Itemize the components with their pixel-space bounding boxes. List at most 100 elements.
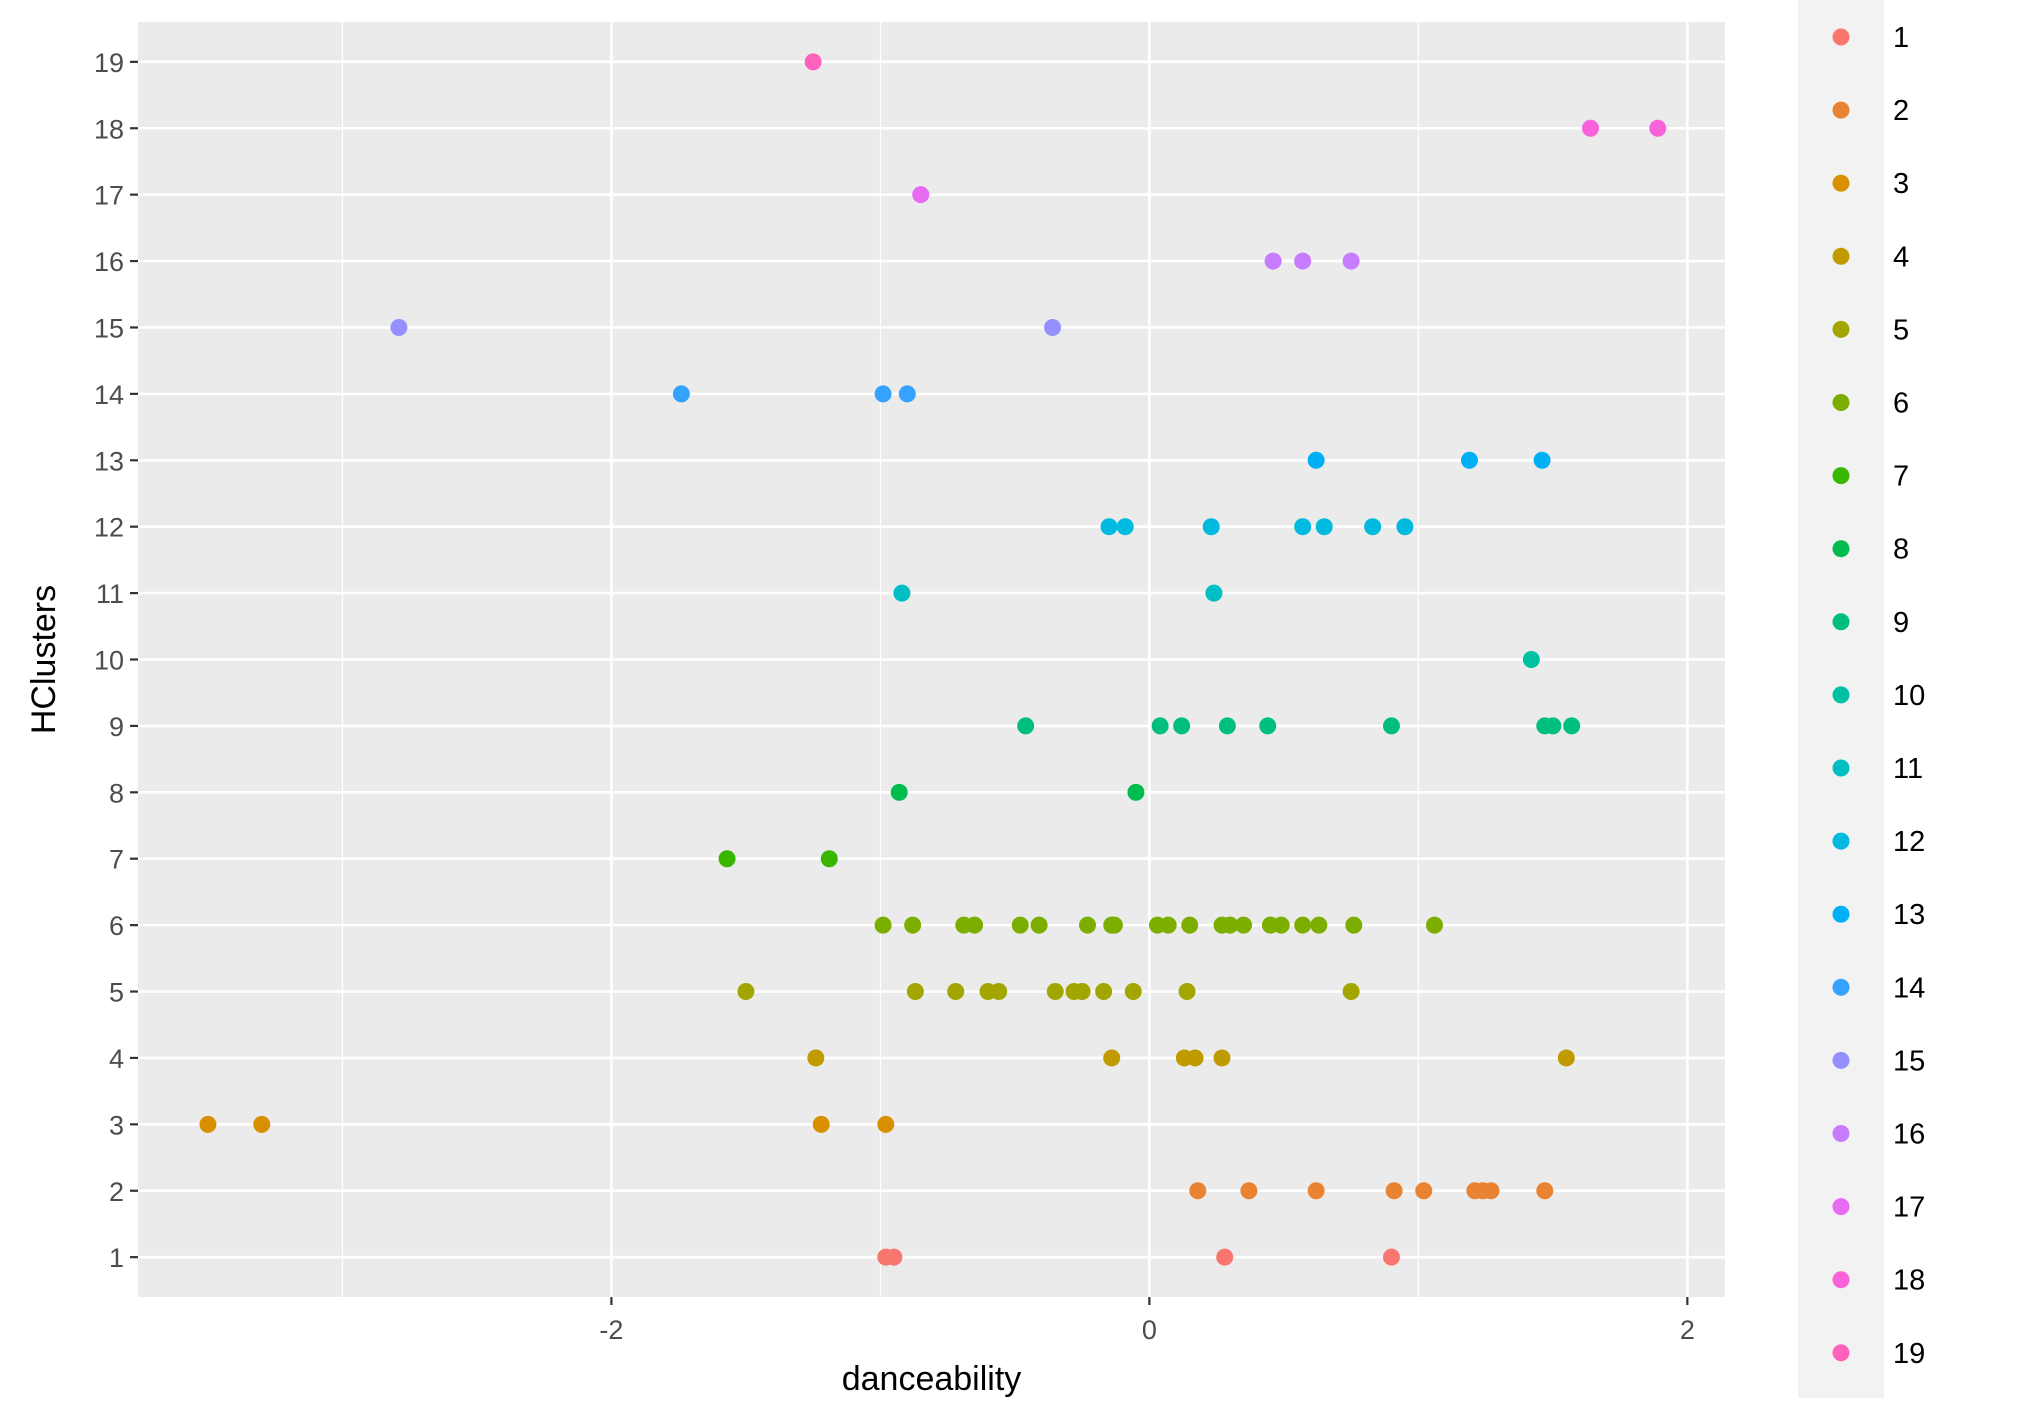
data-point	[1315, 518, 1333, 536]
legend-swatch	[1832, 1198, 1850, 1216]
legend-label: 10	[1893, 680, 1925, 712]
legend-label: 17	[1893, 1192, 1925, 1224]
data-point	[1425, 916, 1443, 934]
data-point	[1159, 916, 1177, 934]
y-tick-label: 1	[109, 1243, 124, 1273]
data-point	[1235, 916, 1253, 934]
data-point	[1460, 451, 1478, 469]
data-point	[1415, 1182, 1433, 1200]
legend-label: 15	[1893, 1045, 1925, 1077]
data-point	[1307, 1182, 1325, 1200]
legend-swatch	[1832, 1051, 1850, 1069]
data-point	[1030, 916, 1048, 934]
legend-label: 4	[1893, 241, 1909, 273]
legend-label: 14	[1893, 972, 1925, 1004]
data-point	[1205, 584, 1223, 602]
data-point	[804, 53, 822, 71]
y-tick-label: 18	[94, 114, 124, 144]
x-tick-label: 2	[1680, 1315, 1695, 1345]
x-tick-label: -2	[599, 1315, 623, 1345]
data-point	[1557, 1049, 1575, 1067]
legend-label: 11	[1893, 753, 1923, 785]
data-point	[1382, 1248, 1400, 1266]
legend-label: 18	[1893, 1265, 1925, 1297]
data-point	[1482, 1182, 1500, 1200]
legend-swatch	[1832, 174, 1850, 192]
data-point	[1264, 252, 1282, 270]
x-tick-label: 0	[1142, 1315, 1157, 1345]
data-point	[1533, 451, 1551, 469]
data-point	[1046, 983, 1064, 1001]
data-point	[807, 1049, 825, 1067]
data-point	[874, 385, 892, 403]
data-point	[1396, 518, 1414, 536]
legend-label: 5	[1893, 314, 1909, 346]
legend-swatch	[1832, 978, 1850, 996]
data-point	[1213, 1049, 1231, 1067]
data-point	[1544, 717, 1562, 735]
plot-panel	[138, 22, 1725, 1297]
legend-swatch	[1832, 759, 1850, 777]
legend-label: 1	[1893, 22, 1909, 54]
data-point	[1189, 1182, 1207, 1200]
data-point	[1073, 983, 1091, 1001]
data-point	[1649, 119, 1667, 137]
data-point	[1218, 717, 1236, 735]
data-point	[1100, 518, 1118, 536]
legend-label: 7	[1893, 461, 1909, 493]
legend-label: 9	[1893, 607, 1909, 639]
y-axis-title: HClusters	[25, 585, 63, 734]
y-tick-label: 19	[94, 48, 124, 78]
legend-label: 13	[1893, 899, 1925, 931]
data-point	[1079, 916, 1097, 934]
data-point	[1582, 119, 1600, 137]
data-point	[1105, 916, 1123, 934]
data-point	[947, 983, 965, 1001]
legend-swatch	[1832, 320, 1850, 338]
data-point	[1017, 717, 1035, 735]
data-point	[898, 385, 916, 403]
legend-swatch	[1832, 1125, 1850, 1142]
data-point	[904, 916, 922, 934]
y-tick-label: 17	[94, 181, 124, 211]
data-points	[199, 53, 1667, 1266]
data-point	[1044, 318, 1062, 336]
data-point	[877, 1115, 895, 1133]
data-point	[1103, 1049, 1121, 1067]
y-tick-label: 8	[109, 778, 124, 808]
legend-swatch	[1832, 28, 1850, 46]
legend-label: 8	[1893, 534, 1909, 566]
x-axis-title: danceability	[842, 1360, 1022, 1398]
data-point	[1364, 518, 1382, 536]
data-point	[1307, 451, 1325, 469]
y-tick-label: 9	[109, 712, 124, 742]
y-tick-label: 16	[94, 247, 124, 277]
data-point	[812, 1115, 830, 1133]
y-tick-label: 6	[109, 911, 124, 941]
legend-swatch	[1832, 101, 1850, 119]
legend-swatch	[1832, 247, 1850, 265]
legend-label: 6	[1893, 388, 1909, 420]
data-point	[718, 850, 736, 868]
legend-swatch	[1832, 686, 1850, 704]
data-point	[1385, 1182, 1403, 1200]
data-point	[1342, 252, 1360, 270]
data-point	[1178, 983, 1196, 1001]
data-point	[672, 385, 690, 403]
y-tick-label: 13	[94, 446, 124, 476]
data-point	[1124, 983, 1142, 1001]
legend-label: 2	[1893, 95, 1909, 127]
data-point	[1221, 916, 1239, 934]
data-point	[390, 318, 408, 336]
data-point	[1240, 1182, 1258, 1200]
y-tick-label: 2	[109, 1177, 124, 1207]
data-point	[1116, 518, 1134, 536]
data-point	[1536, 1182, 1554, 1200]
data-point	[1522, 651, 1540, 668]
legend-swatch	[1832, 613, 1850, 631]
data-point	[1186, 1049, 1204, 1067]
data-point	[1294, 916, 1312, 934]
